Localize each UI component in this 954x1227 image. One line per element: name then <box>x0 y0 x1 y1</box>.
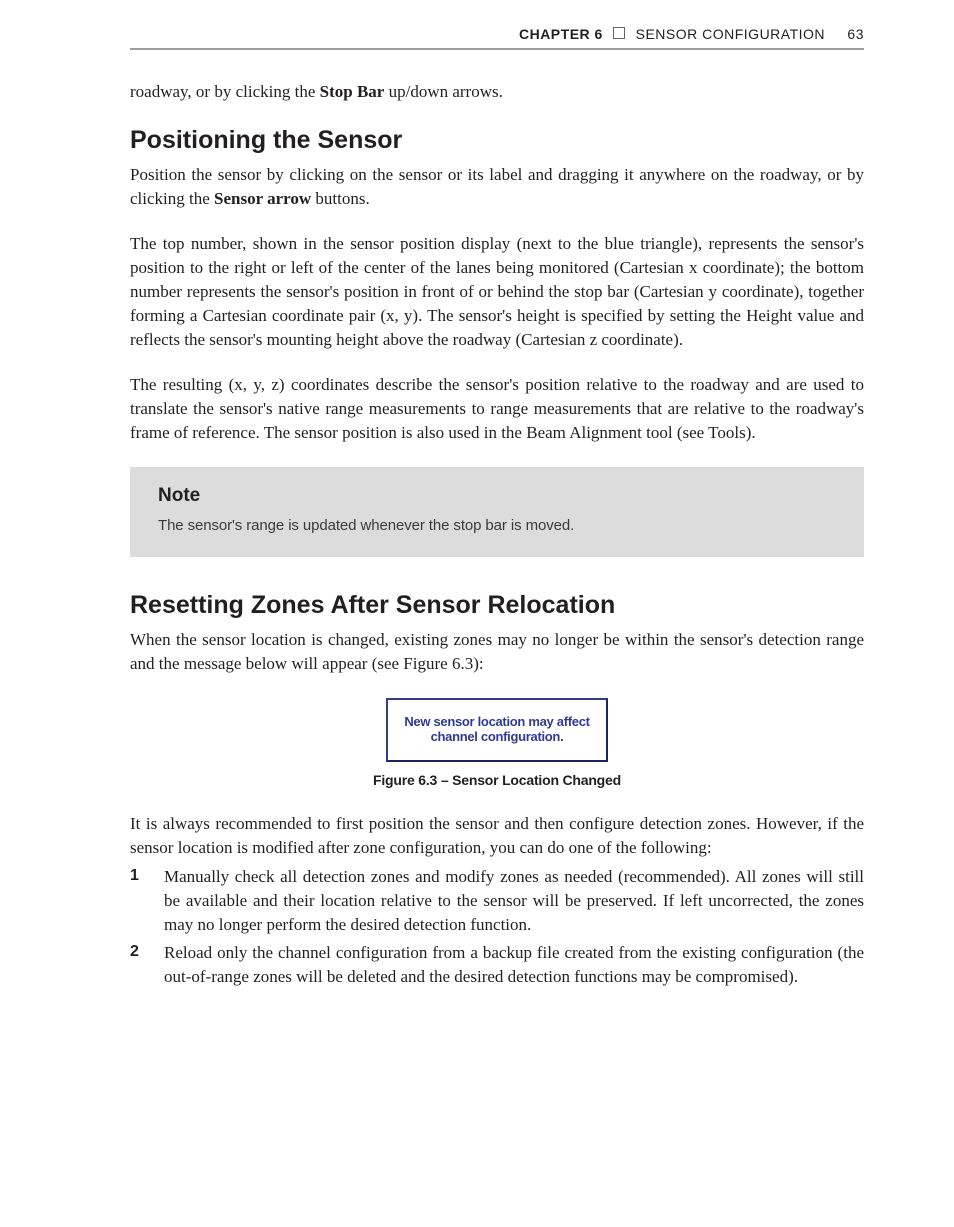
continuation-paragraph: roadway, or by clicking the Stop Bar up/… <box>130 80 864 104</box>
section-heading-positioning: Positioning the Sensor <box>130 126 864 155</box>
bold-term: Sensor arrow <box>214 189 311 208</box>
running-header: CHAPTER 6 SENSOR CONFIGURATION 63 <box>130 26 864 50</box>
figure-wrapper: New sensor location may affect channel c… <box>130 698 864 762</box>
body-paragraph: It is always recommended to first positi… <box>130 812 864 860</box>
message-line: New sensor location may affect <box>404 714 589 729</box>
text-run: up/down arrows. <box>384 82 503 101</box>
message-line: channel configuration. <box>404 729 589 744</box>
page-number: 63 <box>847 26 864 42</box>
list-item: Manually check all detection zones and m… <box>130 865 864 936</box>
list-item: Reload only the channel configuration fr… <box>130 941 864 989</box>
body-paragraph: Position the sensor by clicking on the s… <box>130 163 864 211</box>
body-paragraph: The top number, shown in the sensor posi… <box>130 232 864 351</box>
numbered-list: Manually check all detection zones and m… <box>130 865 864 988</box>
note-callout: Note The sensor's range is updated whene… <box>130 467 864 558</box>
section-heading-resetting: Resetting Zones After Sensor Relocation <box>130 591 864 620</box>
chapter-title: SENSOR CONFIGURATION <box>636 26 825 42</box>
message-box: New sensor location may affect channel c… <box>386 698 607 762</box>
square-separator-icon <box>613 27 625 39</box>
bold-term: Stop Bar <box>320 82 385 101</box>
body-paragraph: The resulting (x, y, z) coordinates desc… <box>130 373 864 444</box>
page: CHAPTER 6 SENSOR CONFIGURATION 63 roadwa… <box>0 0 954 1227</box>
note-body: The sensor's range is updated whenever t… <box>158 515 842 538</box>
chapter-label: CHAPTER 6 <box>519 26 603 42</box>
figure-caption: Figure 6.3 – Sensor Location Changed <box>130 772 864 788</box>
note-title: Note <box>158 485 842 507</box>
text-run: roadway, or by clicking the <box>130 82 320 101</box>
text-run: buttons. <box>311 189 370 208</box>
body-paragraph: When the sensor location is changed, exi… <box>130 628 864 676</box>
